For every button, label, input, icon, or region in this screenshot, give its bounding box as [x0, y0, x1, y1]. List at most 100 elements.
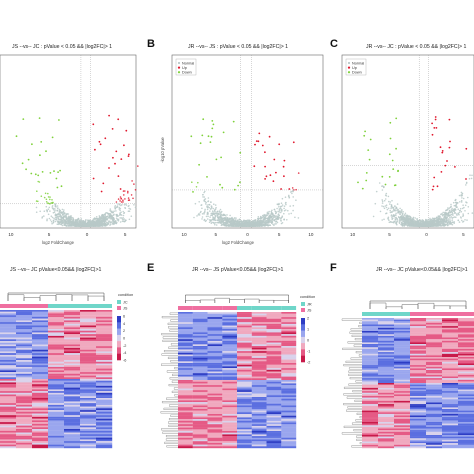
volcano-point	[425, 219, 427, 222]
heatmap-cell	[178, 312, 193, 314]
heatmap-cell	[251, 351, 267, 353]
volcano-outlier	[389, 137, 392, 140]
volcano-x-tick: 5	[388, 232, 391, 237]
heatmap-cell	[80, 358, 97, 361]
volcano-point	[51, 206, 53, 208]
heatmap-cell	[80, 415, 97, 418]
volcano-point	[45, 205, 48, 208]
heatmap-cell	[222, 312, 238, 314]
heatmap-cell	[80, 349, 97, 352]
heatmap-cell	[48, 315, 65, 318]
volcano-point	[110, 217, 113, 220]
volcano-point	[201, 207, 203, 210]
volcano-point	[35, 206, 38, 209]
volcano-point	[211, 214, 213, 216]
heatmap-cell	[48, 334, 65, 336]
volcano-point	[117, 198, 120, 200]
heatmap-cell	[266, 322, 282, 325]
volcano-point	[66, 220, 69, 222]
heatmap-cell	[96, 391, 113, 393]
heatmap-cell	[32, 346, 49, 349]
heatmap-cell	[32, 379, 49, 381]
volcano-point	[288, 213, 290, 215]
volcano-point	[62, 211, 65, 213]
heatmap-cell	[251, 334, 267, 336]
heatmap-cell	[96, 337, 113, 340]
volcano-point	[381, 205, 383, 207]
volcano-point	[291, 187, 294, 189]
volcano-point	[196, 215, 198, 217]
volcano-point	[288, 197, 291, 199]
volcano-point	[416, 217, 418, 220]
volcano-outlier	[448, 146, 451, 149]
volcano-outlier	[381, 175, 384, 178]
volcano-point	[208, 203, 210, 206]
volcano-point	[127, 205, 130, 208]
heatmap-cell	[178, 327, 193, 330]
volcano-point	[245, 225, 248, 227]
volcano-point	[262, 224, 264, 227]
heatmap-cell	[207, 335, 223, 338]
heatmap-cell	[80, 441, 97, 443]
volcano-point	[274, 210, 277, 213]
heatmap-cell	[32, 384, 49, 387]
column-dendrogram-branch	[258, 300, 275, 303]
volcano-point	[65, 216, 68, 218]
condition-legend-swatch	[117, 306, 121, 310]
heatmap-cell	[266, 317, 282, 319]
heatmap-cell	[178, 337, 193, 340]
heatmap-cell	[281, 329, 297, 331]
heatmap-cell	[64, 339, 81, 342]
heatmap-cell	[0, 368, 17, 371]
row-dendrogram-branch	[161, 333, 178, 336]
heatmap-cell	[16, 380, 33, 383]
volcano-outlier	[115, 150, 118, 153]
row-dendrogram-branch	[169, 418, 178, 421]
heatmap-cell	[32, 363, 49, 366]
volcano-point	[112, 211, 114, 214]
volcano-point	[454, 208, 456, 210]
volcano-point	[252, 225, 255, 227]
volcano-point	[436, 221, 439, 223]
heatmap-cell	[0, 430, 17, 433]
volcano-point	[225, 222, 228, 225]
volcano-point	[458, 209, 461, 212]
heatmap-cell	[178, 313, 193, 316]
volcano-point	[87, 222, 89, 224]
volcano-point	[53, 207, 55, 210]
heatmap-cell	[178, 317, 193, 319]
volcano-outlier	[233, 188, 236, 191]
volcano-point	[408, 215, 410, 218]
heatmap-cell	[16, 335, 33, 338]
volcano-point	[291, 192, 293, 195]
volcano-a-xlabel: log2 FoldChange	[42, 240, 75, 245]
heatmap-cell	[48, 354, 65, 357]
heatmap-cell	[96, 444, 113, 447]
volcano-outlier	[192, 191, 194, 193]
heatmap-cell	[48, 403, 65, 405]
condition-bar-cell	[32, 304, 48, 308]
volcano-c-title: JR --vs-- JC : pValue < 0.05 && |log2FC|…	[366, 44, 466, 50]
heatmap-cell	[48, 384, 65, 387]
heatmap-cell	[16, 408, 33, 411]
volcano-point	[214, 214, 216, 217]
volcano-point	[281, 222, 284, 224]
volcano-point	[448, 207, 450, 210]
heatmap-cell	[0, 346, 17, 349]
volcano-outlier	[431, 188, 434, 191]
volcano-point	[400, 219, 402, 221]
heatmap-cell	[64, 430, 81, 433]
volcano-point	[273, 216, 275, 219]
volcano-point	[400, 211, 403, 213]
color-scale-tick: 0	[123, 337, 125, 341]
heatmap-cell	[48, 396, 65, 399]
volcano-point	[122, 210, 124, 213]
volcano-point	[391, 211, 393, 214]
color-scale-segment	[117, 353, 121, 361]
heatmap-cell	[80, 361, 97, 364]
volcano-point	[51, 205, 54, 207]
heatmap-cell	[80, 442, 97, 445]
heatmap-cell	[251, 320, 267, 323]
heatmap-cell	[48, 392, 65, 395]
heatmap-cell	[237, 313, 252, 316]
